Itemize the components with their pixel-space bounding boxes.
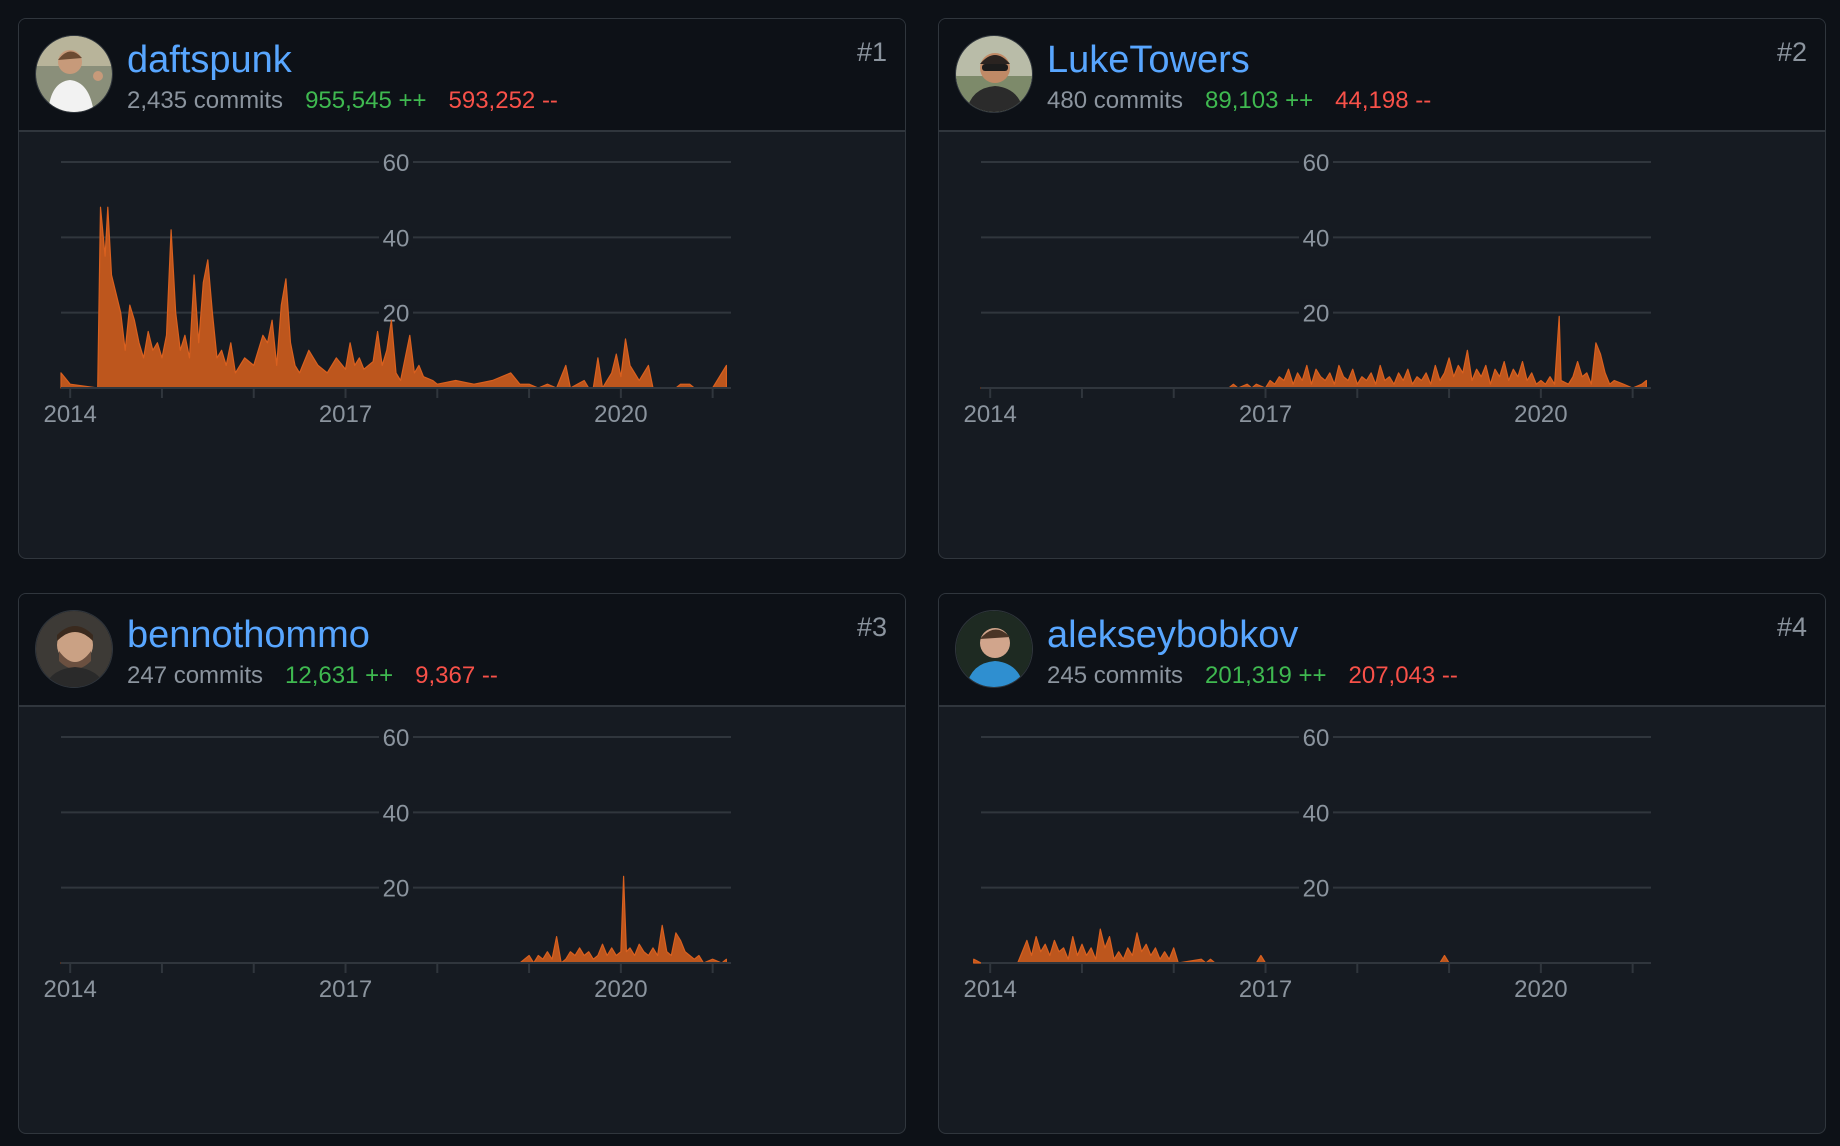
contributor-header: daftspunk 2,435 commits 955,545 ++ 593,252… — [19, 19, 905, 132]
x-tick-label: 2014 — [963, 401, 1016, 428]
contributor-card: bennothommo 247 commits 12,631 ++ 9,367 --… — [18, 593, 906, 1134]
y-tick-label: 20 — [1303, 876, 1330, 903]
commits-count[interactable]: 247 commits — [127, 662, 264, 689]
deletions-count: 9,367 -- — [415, 662, 498, 689]
y-tick-label: 40 — [383, 225, 410, 252]
series-area-bennothommo — [60, 875, 728, 964]
avatar[interactable] — [35, 35, 113, 113]
y-tick-label-bg — [1299, 299, 1333, 324]
x-tick-label: 2020 — [594, 401, 647, 428]
y-tick-label: 60 — [1303, 725, 1330, 752]
y-tick-label: 40 — [383, 800, 410, 827]
additions-count: 201,319 ++ — [1205, 662, 1327, 689]
contributor-card: LukeTowers 480 commits 89,103 ++ 44,198 --… — [938, 18, 1826, 559]
x-tick-label: 2014 — [43, 401, 96, 428]
commits-count[interactable]: 480 commits — [1047, 87, 1184, 114]
rank-badge: #1 — [856, 37, 887, 67]
rank-badge: #3 — [856, 612, 887, 642]
commits-chart: 20 40 60 2014 2017 2020 — [963, 149, 1651, 428]
x-tick-label: 2017 — [319, 401, 372, 428]
rank-badge: #4 — [1776, 612, 1807, 642]
y-tick-label-bg — [379, 874, 413, 899]
x-tick-label: 2017 — [1239, 401, 1292, 428]
commits-count[interactable]: 2,435 commits — [127, 87, 284, 114]
x-tick-label: 2017 — [319, 976, 372, 1003]
x-tick-label: 2020 — [1514, 976, 1567, 1003]
deletions-count: 207,043 -- — [1348, 662, 1458, 689]
x-tick-label: 2020 — [594, 976, 647, 1003]
commits-chart: 20 40 60 2014 2017 2020 — [43, 149, 731, 428]
deletions-count: 44,198 -- — [1335, 87, 1432, 114]
series-area-alekseybobkov — [973, 928, 1648, 964]
contributor-username[interactable]: alekseybobkov — [1047, 614, 1299, 656]
y-tick-label: 60 — [1303, 150, 1330, 177]
user-avatar-icon — [956, 611, 1032, 687]
y-tick-label: 20 — [383, 876, 410, 903]
user-avatar-icon — [36, 611, 112, 687]
deletions-count: 593,252 -- — [448, 87, 558, 114]
y-tick-label: 40 — [1303, 800, 1330, 827]
x-tick-label: 2014 — [43, 976, 96, 1003]
avatar[interactable] — [35, 610, 113, 688]
avatar[interactable] — [955, 610, 1033, 688]
contributor-username[interactable]: daftspunk — [127, 39, 292, 81]
contributor-stats: 2,435 commits 955,545 ++ 593,252 -- — [127, 87, 558, 115]
y-tick-label-bg — [1299, 224, 1333, 249]
y-tick-label: 60 — [383, 725, 410, 752]
series-area-daftspunk — [60, 206, 728, 389]
commits-count[interactable]: 245 commits — [1047, 662, 1184, 689]
additions-count: 12,631 ++ — [285, 662, 394, 689]
x-tick-label: 2017 — [1239, 976, 1292, 1003]
y-tick-label-bg — [1299, 149, 1333, 173]
rank-badge: #2 — [1776, 37, 1807, 67]
x-tick-label: 2020 — [1514, 401, 1567, 428]
x-tick-label: 2014 — [963, 976, 1016, 1003]
contributor-card: daftspunk 2,435 commits 955,545 ++ 593,252… — [18, 18, 906, 559]
y-tick-label-bg — [1299, 724, 1333, 748]
user-avatar-icon — [36, 36, 112, 112]
commits-chart: 20 40 60 2014 2017 2020 — [43, 724, 731, 1003]
series-area-LukeTowers — [980, 315, 1648, 389]
contributor-header: bennothommo 247 commits 12,631 ++ 9,367 --… — [19, 594, 905, 707]
contributor-card: alekseybobkov 245 commits 201,319 ++ 207,0… — [938, 593, 1826, 1134]
y-tick-label-bg — [1299, 874, 1333, 899]
user-avatar-icon — [956, 36, 1032, 112]
contributor-username[interactable]: bennothommo — [127, 614, 370, 656]
avatar[interactable] — [955, 35, 1033, 113]
contributor-header: alekseybobkov 245 commits 201,319 ++ 207,0… — [939, 594, 1825, 707]
contributor-stats: 247 commits 12,631 ++ 9,367 -- — [127, 662, 498, 690]
y-tick-label: 60 — [383, 150, 410, 177]
additions-count: 955,545 ++ — [305, 87, 427, 114]
y-tick-label: 20 — [383, 301, 410, 328]
y-tick-label-bg — [379, 299, 413, 324]
additions-count: 89,103 ++ — [1205, 87, 1314, 114]
contributor-stats: 245 commits 201,319 ++ 207,043 -- — [1047, 662, 1458, 690]
contributor-username[interactable]: LukeTowers — [1047, 39, 1250, 81]
y-tick-label: 20 — [1303, 301, 1330, 328]
y-tick-label-bg — [379, 149, 413, 173]
y-tick-label-bg — [1299, 799, 1333, 824]
y-tick-label-bg — [379, 799, 413, 824]
y-tick-label-bg — [379, 224, 413, 249]
y-tick-label-bg — [379, 724, 413, 748]
contributor-stats: 480 commits 89,103 ++ 44,198 -- — [1047, 87, 1431, 115]
y-tick-label: 40 — [1303, 225, 1330, 252]
commits-chart: 20 40 60 2014 2017 2020 — [963, 724, 1651, 1003]
contributor-header: LukeTowers 480 commits 89,103 ++ 44,198 --… — [939, 19, 1825, 132]
